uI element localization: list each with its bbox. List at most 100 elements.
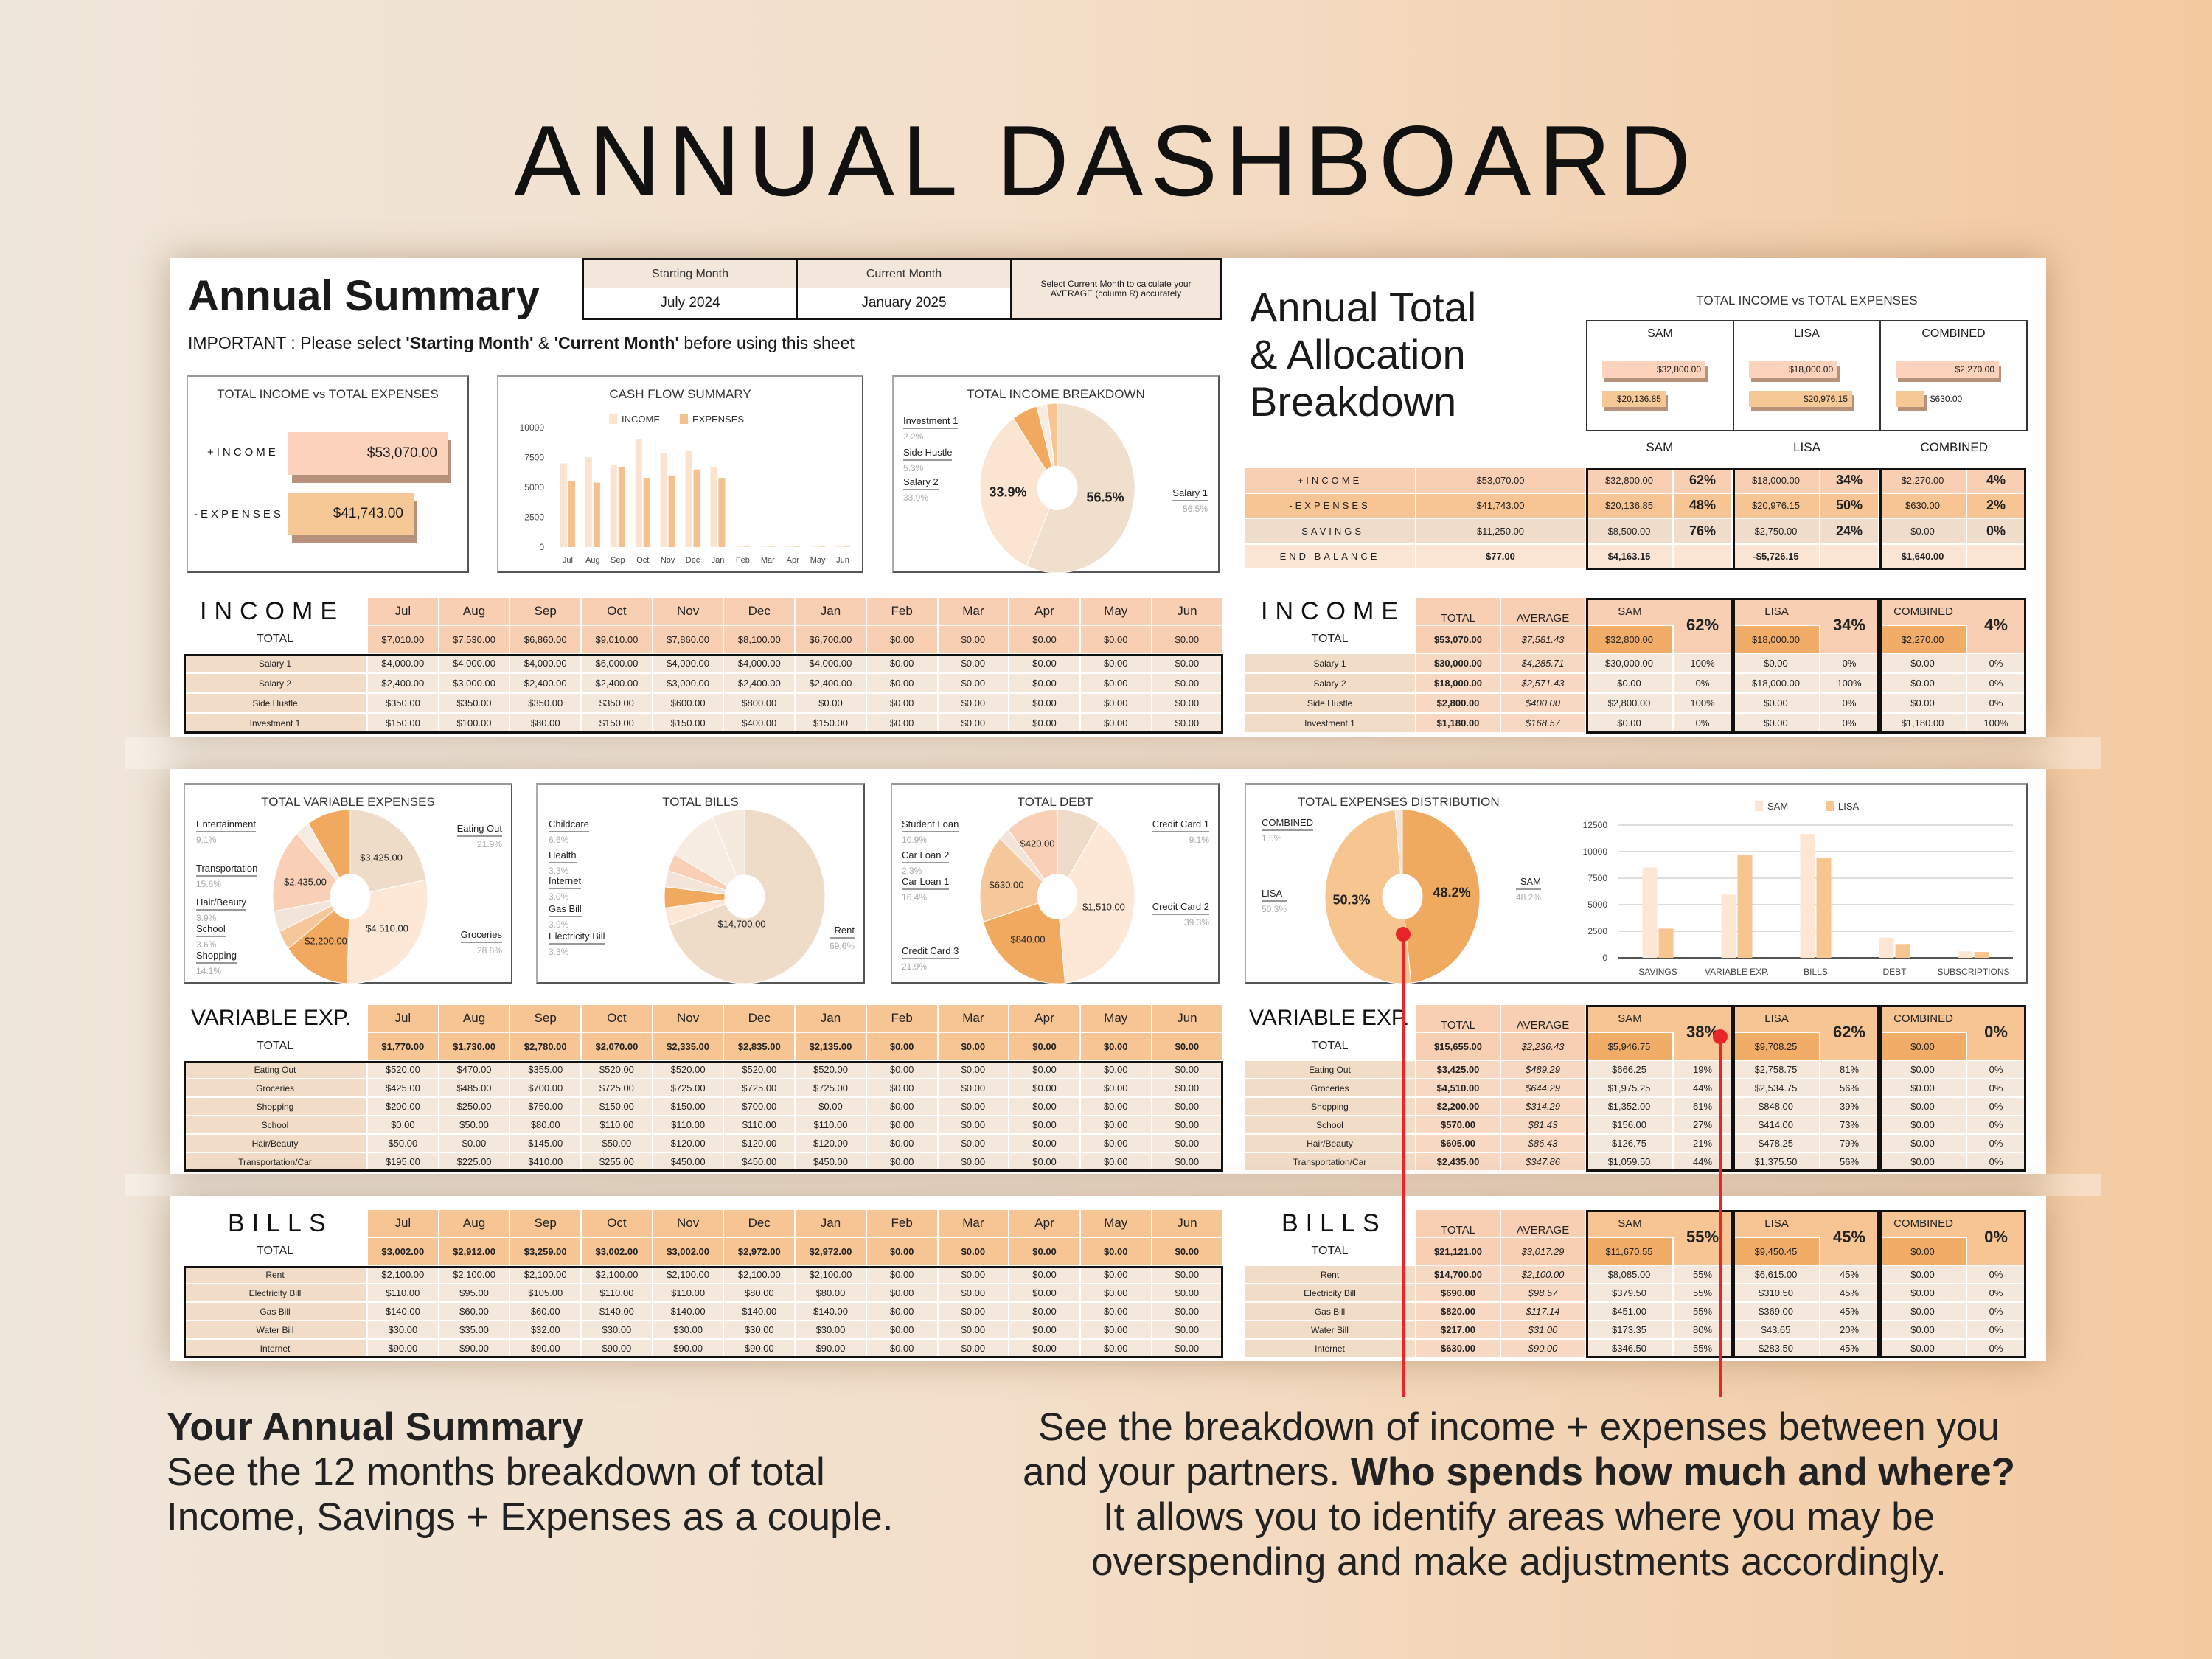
row-label: Internet	[184, 1340, 368, 1358]
month-total: $0.00	[938, 1033, 1010, 1061]
table-cell: $450.00	[724, 1153, 796, 1172]
slice-name: Electricity Bill	[549, 931, 605, 945]
month-header: Mar	[938, 598, 1010, 626]
allocation-percent	[1820, 544, 1879, 570]
bar-lisa	[1816, 857, 1832, 958]
starting-month-select[interactable]: July 2024	[584, 288, 798, 318]
slice-label: Health 3.3%	[549, 849, 577, 876]
table-cell: $0.00	[1009, 694, 1081, 714]
allocation-total: $77.00	[1416, 544, 1586, 570]
table-cell: $110.00	[653, 1284, 725, 1303]
table-cell: $410.00	[510, 1153, 582, 1172]
table-cell: $2,571.43	[1501, 674, 1586, 694]
month-header: Apr	[1009, 598, 1081, 626]
slice-percent: 2.2%	[903, 431, 924, 442]
slice-label: Credit Card 3 21.9%	[902, 945, 959, 972]
section-title: INCOME	[184, 598, 368, 626]
allocation-chart-title: TOTAL INCOME vs TOTAL EXPENSES	[1696, 293, 1918, 307]
table-cell: $30.00	[368, 1321, 439, 1340]
table-cell: 0%	[1967, 1284, 2026, 1303]
x-tick-label: Jan	[712, 556, 725, 565]
table-cell: $0.00	[866, 1340, 939, 1358]
table-cell: 0%	[1967, 694, 2026, 714]
month-total: $2,135.00	[796, 1033, 867, 1061]
x-tick-label: BILLS	[1804, 967, 1828, 977]
month-header: Feb	[866, 1005, 939, 1033]
month-total: $0.00	[1152, 626, 1224, 654]
slice-name: Credit Card 2	[1152, 901, 1209, 915]
income-monthly-table: INCOME Jul Aug Sep Oct Nov Dec Jan Feb Mar Apr May J…	[184, 598, 1224, 734]
table-cell: $800.00	[724, 694, 796, 714]
footer-right-bold: Who spends how much and where?	[1350, 1450, 2015, 1494]
bar-expenses	[618, 467, 625, 547]
table-cell: $43.65	[1733, 1321, 1820, 1340]
slice-name: Entertainment	[196, 818, 256, 832]
slice-name: COMBINED	[1262, 817, 1314, 831]
total-header: TOTAL	[1416, 1210, 1501, 1238]
allocation-percent	[1967, 544, 2026, 570]
bar-income	[685, 450, 692, 547]
bar-expenses	[844, 546, 851, 547]
table-cell: $346.50	[1586, 1340, 1674, 1358]
table-cell: $0.00	[938, 1098, 1010, 1116]
table-cell: 100%	[1967, 714, 2026, 734]
month-total: $0.00	[866, 626, 939, 654]
slice-name: Eating Out	[456, 823, 502, 837]
table-cell: $90.00	[796, 1340, 867, 1358]
slice-percent: 2.3%	[902, 866, 922, 876]
table-cell: $2,100.00	[653, 1266, 725, 1284]
bar-expenses	[818, 546, 826, 547]
current-month-note: Select Current Month to calculate your A…	[1012, 260, 1220, 318]
table-cell: 0%	[1967, 1303, 2026, 1321]
allocation-title-line: & Allocation	[1250, 331, 1466, 378]
table-cell: $0.00	[938, 1303, 1010, 1321]
slice-name: Student Loan	[902, 818, 959, 832]
grand-average: $3,017.29	[1501, 1238, 1586, 1266]
y-tick-label: 5000	[1587, 900, 1607, 910]
table-cell: $120.00	[796, 1135, 867, 1153]
month-total: $0.00	[1080, 626, 1152, 654]
bar-sam	[1879, 937, 1894, 958]
table-cell: $4,000.00	[724, 654, 796, 674]
table-cell: $0.00	[866, 1153, 939, 1172]
slice-data-label: 56.5%	[1086, 490, 1124, 505]
month-header: Dec	[724, 598, 796, 626]
table-cell: $90.00	[724, 1340, 796, 1358]
table-cell: $350.00	[439, 694, 511, 714]
table-cell: $0.00	[866, 1321, 939, 1340]
table-cell: $725.00	[796, 1079, 867, 1098]
allocation-divider	[1879, 468, 1882, 570]
table-cell: 56%	[1820, 1153, 1879, 1172]
allocation-value: $4,163.15	[1586, 544, 1674, 570]
current-month-select[interactable]: January 2025	[798, 288, 1012, 318]
table-cell: $0.00	[1009, 1303, 1081, 1321]
lisa-share-percent: 34%	[1820, 598, 1879, 654]
table-cell: $0.00	[938, 694, 1010, 714]
month-header: Dec	[724, 1210, 796, 1238]
card-title: TOTAL BILLS	[662, 795, 739, 809]
month-header: Mar	[938, 1210, 1010, 1238]
bills-card: TOTAL BILLS Rent 69.6% Electricity Bill 3.3…	[536, 783, 865, 984]
slice-label: Shopping 14.1%	[196, 950, 237, 976]
table-cell: $80.00	[510, 714, 582, 734]
section-title: INCOME	[1245, 598, 1416, 626]
table-cell: $110.00	[796, 1116, 867, 1135]
table-cell: $80.00	[510, 1116, 582, 1135]
x-tick-label: May	[810, 556, 826, 565]
total-label: TOTAL	[184, 1033, 368, 1061]
table-cell: $60.00	[510, 1303, 582, 1321]
donut-hole	[725, 874, 765, 919]
table-cell: $0.00	[866, 1061, 939, 1079]
month-header: Nov	[653, 598, 725, 626]
table-cell: $217.00	[1416, 1321, 1501, 1340]
bills-split-table: BILLS TOTAL AVERAGE SAM 55% $11,670.55 LISA 45%…	[1245, 1210, 2026, 1358]
sheet-divider	[125, 737, 2101, 769]
table-cell: $110.00	[724, 1116, 796, 1135]
month-total: $0.00	[1080, 1033, 1152, 1061]
table-cell: 20%	[1820, 1321, 1879, 1340]
table-cell: $2,435.00	[1416, 1153, 1501, 1172]
table-cell: $725.00	[724, 1079, 796, 1098]
table-cell: $0.00	[1152, 1153, 1224, 1172]
row-label: Investment 1	[184, 714, 368, 734]
bar-income	[710, 467, 717, 547]
